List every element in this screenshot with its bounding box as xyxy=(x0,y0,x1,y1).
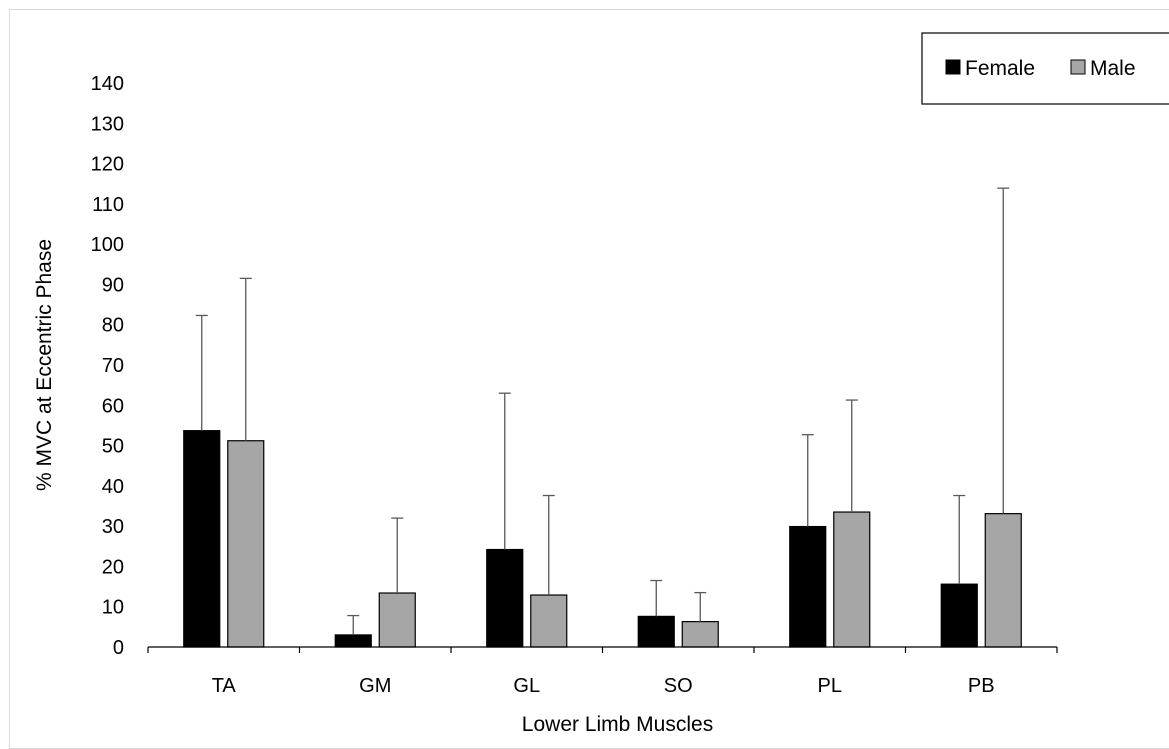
legend-swatch-female xyxy=(945,59,961,75)
y-tick-label: 130 xyxy=(91,113,124,135)
error-bars xyxy=(195,187,1010,635)
y-tick-label: 10 xyxy=(102,597,124,619)
y-tick-label: 120 xyxy=(91,154,124,176)
y-tick-label: 90 xyxy=(102,274,124,296)
bar-female-ta xyxy=(183,430,221,648)
x-tick-label: PB xyxy=(968,675,995,697)
y-tick-label: 0 xyxy=(113,637,124,659)
y-tick-label: 140 xyxy=(91,73,124,95)
bar-male-pl xyxy=(833,511,871,648)
bar-female-so xyxy=(637,615,675,648)
bar-female-gm xyxy=(334,634,372,648)
bar-female-pb xyxy=(940,583,978,648)
bars xyxy=(183,430,1022,648)
x-tick-label: PL xyxy=(818,675,842,697)
bar-male-gm xyxy=(378,592,416,648)
y-axis-ticks: 0 10 20 30 40 50 60 70 80 90 100 110 120 130 140 xyxy=(91,73,124,659)
y-tick-label: 50 xyxy=(102,436,124,458)
legend-box xyxy=(921,32,1169,105)
legend-label-male: Male xyxy=(1090,57,1136,80)
y-axis-title: % MVC at Eccentric Phase xyxy=(33,239,56,491)
legend: Female Male xyxy=(921,32,1169,105)
bar-female-pl xyxy=(789,525,827,648)
y-tick-label: 20 xyxy=(102,556,124,578)
x-tick-label: GM xyxy=(359,675,391,697)
bar-male-so xyxy=(681,621,719,648)
x-axis-ticks: TA GM GL SO PL PB xyxy=(147,647,1058,697)
y-tick-label: 80 xyxy=(102,315,124,337)
bar-male-gl xyxy=(530,594,568,648)
y-tick-label: 40 xyxy=(102,476,124,498)
y-tick-label: 30 xyxy=(102,516,124,538)
y-tick-label: 70 xyxy=(102,355,124,377)
bar-female-gl xyxy=(486,548,524,648)
x-tick-label: GL xyxy=(513,675,540,697)
x-axis-title: Lower Limb Muscles xyxy=(522,713,713,736)
bar-male-ta xyxy=(227,440,265,648)
y-tick-label: 60 xyxy=(102,395,124,417)
x-tick-label: SO xyxy=(664,675,693,697)
y-tick-label: 100 xyxy=(91,234,124,256)
legend-swatch-male xyxy=(1070,59,1086,75)
bar-male-pb xyxy=(984,513,1022,648)
y-tick-label: 110 xyxy=(92,194,124,216)
x-tick-label: TA xyxy=(212,675,237,697)
legend-label-female: Female xyxy=(965,57,1035,80)
